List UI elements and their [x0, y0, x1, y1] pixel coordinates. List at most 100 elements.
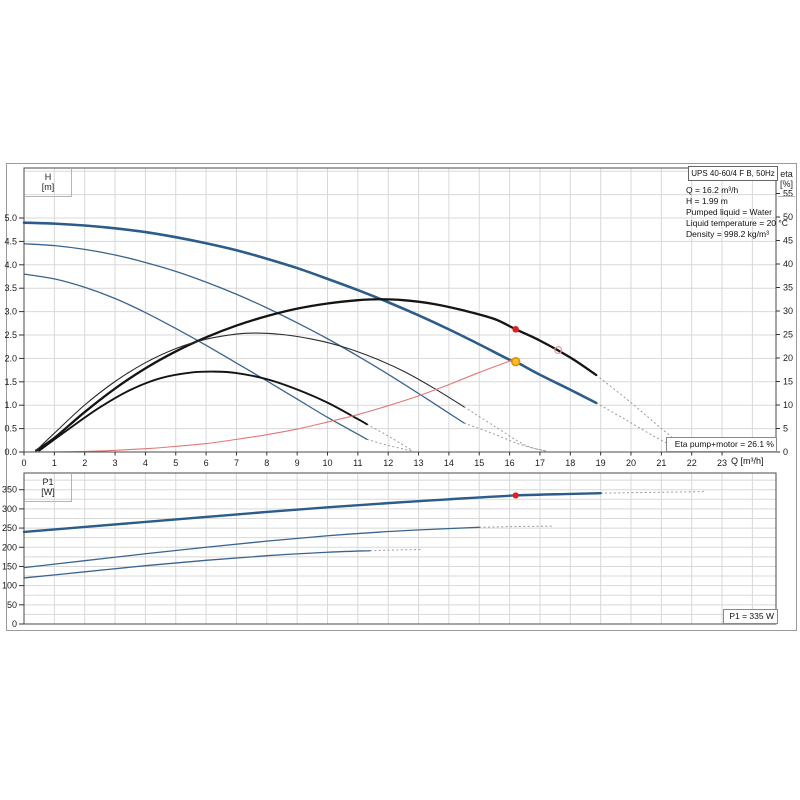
x-tick-label: 23: [717, 458, 727, 468]
x-tick-label: 21: [656, 458, 666, 468]
h-tick-label: 2.5: [4, 330, 17, 340]
p1-speed3-extension: [600, 491, 704, 494]
x-tick-label: 7: [234, 458, 239, 468]
head-speed3-extension: [595, 402, 683, 452]
eta-axis-label: eta: [780, 169, 793, 179]
x-tick-label: 17: [535, 458, 545, 468]
x-tick-label: 19: [596, 458, 606, 468]
eta-speed1-extension: [366, 423, 413, 452]
duty-point: [510, 356, 521, 367]
h-axis-unit: [m]: [41, 182, 55, 192]
h-tick-label: 0.5: [4, 424, 17, 434]
x-tick-label: 18: [565, 458, 575, 468]
p1-speed3-curve: [22, 491, 602, 534]
x-tick-label: 9: [295, 458, 300, 468]
head-speed2-curve: [23, 243, 465, 424]
h-axis-unit-box: H [m]: [25, 169, 72, 197]
p1-duty-dot: [512, 492, 519, 499]
duty-info-panel: Q = 16.2 m³/h H = 1.99 m Pumped liquid =…: [686, 185, 796, 240]
p1-speed1-extension: [369, 549, 422, 552]
eta-tick-label: 45: [783, 236, 793, 246]
p1-speed2-curve: [23, 526, 480, 569]
bottom-plot-border: [23, 472, 777, 625]
info-line-q: Q = 16.2 m³/h: [686, 185, 739, 195]
eta-speed1-curve: [38, 370, 368, 452]
p1-tick-label: 50: [7, 600, 17, 610]
eta-tick-label: 55: [783, 189, 793, 199]
x-tick-label: 6: [204, 458, 209, 468]
x-tick-label: 4: [143, 458, 148, 468]
x-tick-label: 3: [113, 458, 118, 468]
p1-tick-label: 250: [2, 523, 17, 533]
x-tick-label: 8: [264, 458, 269, 468]
eta-tick-label: 35: [783, 283, 793, 293]
h-tick-label: 5.0: [4, 213, 17, 223]
p1-axis-unit-box: P1 [W]: [25, 474, 72, 502]
info-line-h: H = 1.99 m: [686, 196, 728, 206]
p1-speed2-extension: [479, 525, 553, 528]
eta-tick-label: 10: [783, 400, 793, 410]
p1-tick-label: 0: [12, 619, 17, 629]
eta-duty-dot: [512, 326, 519, 333]
x-tick-label: 22: [687, 458, 697, 468]
h-tick-label: 1.5: [4, 377, 17, 387]
eta-speed2-extension: [463, 406, 547, 452]
p1-tick-label: 300: [2, 504, 17, 514]
x-tick-label: 11: [353, 458, 362, 468]
h-tick-label: 3.5: [4, 283, 17, 293]
eta-result-box: Eta pump+motor = 26.1 %: [666, 437, 777, 452]
figure-border: [6, 163, 797, 631]
eta-tick-label: 40: [783, 259, 793, 269]
x-tick-label: 12: [383, 458, 393, 468]
info-line-density: Density = 998.2 kg/m³: [686, 229, 769, 239]
p1-result-box: P1 = 335 W: [723, 609, 778, 624]
info-line-liquid: Pumped liquid = Water: [686, 207, 772, 217]
eta-hollow-ring: [554, 346, 563, 355]
x-tick-label: 15: [474, 458, 484, 468]
h-tick-label: 4.5: [4, 236, 17, 246]
eta-axis-unit-box: eta [%]: [778, 166, 795, 197]
p1-speed1-curve: [23, 550, 371, 579]
h-tick-label: 0.0: [4, 447, 17, 457]
p1-tick-label: 100: [2, 581, 17, 591]
x-tick-label: 13: [414, 458, 424, 468]
p1-tick-label: 200: [2, 542, 17, 552]
eta-axis-unit: [%]: [779, 179, 793, 189]
pump-title: UPS 40-60/4 F B, 50Hz: [688, 166, 778, 181]
h-axis-label: H: [44, 172, 52, 182]
p1-axis-label: P1: [42, 477, 54, 487]
p1-tick-label: 350: [2, 485, 17, 495]
x-tick-label: 10: [322, 458, 332, 468]
top-plot-border: [23, 167, 777, 453]
x-tick-label: 1: [52, 458, 57, 468]
system-curve-curve: [23, 358, 517, 453]
p1-axis-unit: [W]: [41, 487, 55, 497]
eta-speed3-curve: [34, 298, 598, 452]
x-tick-label: 2: [82, 458, 87, 468]
h-tick-label: 4.0: [4, 260, 17, 270]
eta-tick-label: 30: [783, 306, 793, 316]
p1-tick-label: 150: [2, 561, 17, 571]
info-line-temperature: Liquid temperature = 20 °C: [686, 218, 788, 228]
h-tick-label: 2.0: [4, 353, 17, 363]
eta-tick-label: 15: [783, 377, 793, 387]
eta-tick-label: 0: [783, 447, 788, 457]
head-speed1-curve: [23, 273, 368, 441]
x-tick-label: 14: [444, 458, 454, 468]
eta-speed2-curve: [35, 332, 465, 452]
eta-tick-label: 5: [783, 424, 788, 434]
eta-tick-label: 25: [783, 330, 793, 340]
x-tick-label: 16: [505, 458, 515, 468]
eta-tick-label: 50: [783, 212, 793, 222]
head-speed3-curve: [22, 221, 598, 405]
q-axis-label: Q [m³/h]: [731, 456, 764, 466]
x-tick-label: 0: [21, 458, 26, 468]
x-tick-label: 5: [173, 458, 178, 468]
head-speed2-extension: [463, 422, 547, 452]
h-tick-label: 1.0: [4, 400, 17, 410]
eta-tick-label: 20: [783, 353, 793, 363]
h-tick-label: 3.0: [4, 307, 17, 317]
x-tick-label: 20: [626, 458, 636, 468]
